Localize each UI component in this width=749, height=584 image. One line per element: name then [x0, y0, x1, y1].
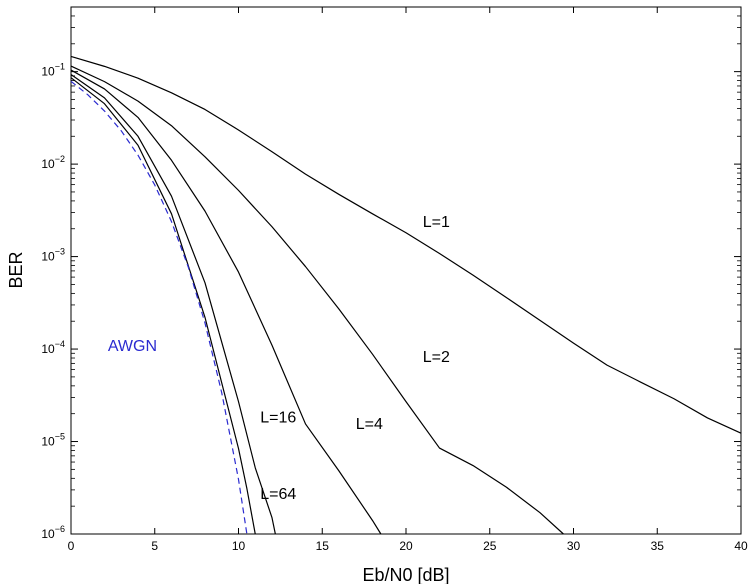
annotation-l-1: L=1 [423, 214, 450, 231]
y-axis-title: BER [6, 251, 26, 288]
annotation-l-2: L=2 [423, 349, 450, 366]
y-tick-label: 10−3 [41, 247, 65, 264]
series-l-16-line [70, 74, 276, 535]
series-layer [70, 55, 742, 535]
annotation-layer: L=1 L=2 L=4 L=16 L=64 AWGN [108, 214, 450, 503]
x-tick-label: 5 [151, 539, 158, 553]
x-tick-label: 40 [734, 539, 748, 553]
plot-area [70, 6, 742, 535]
x-tick-label: 35 [651, 539, 665, 553]
x-tick-label: 15 [316, 539, 330, 553]
x-tick-label: 0 [68, 539, 75, 553]
y-tick-label: 10−6 [41, 524, 65, 541]
y-tick-label: 10−1 [41, 62, 65, 79]
annotation-l-16: L=16 [260, 410, 296, 427]
axis-ticks: 0 5 10 15 20 25 30 35 40 10−6 10−5 10−4 10−3 10−2 10−1 [41, 7, 748, 553]
series-l-2-line [70, 65, 564, 535]
series-l-1-line [70, 55, 742, 434]
x-tick-label: 20 [399, 539, 413, 553]
x-axis-title: Eb/N0 [dB] [362, 565, 449, 584]
annotation-l-64: L=64 [260, 486, 296, 503]
x-tick-label: 30 [567, 539, 581, 553]
series-l-4-line [70, 69, 382, 535]
x-tick-label: 25 [483, 539, 497, 553]
y-tick-label: 10−2 [41, 154, 65, 171]
annotation-l-4: L=4 [356, 416, 383, 433]
annotation-awgn: AWGN [108, 338, 157, 355]
y-tick-label: 10−5 [41, 432, 65, 449]
x-tick-label: 10 [232, 539, 246, 553]
series-awgn-line [70, 80, 248, 535]
y-tick-label: 10−4 [41, 339, 65, 356]
